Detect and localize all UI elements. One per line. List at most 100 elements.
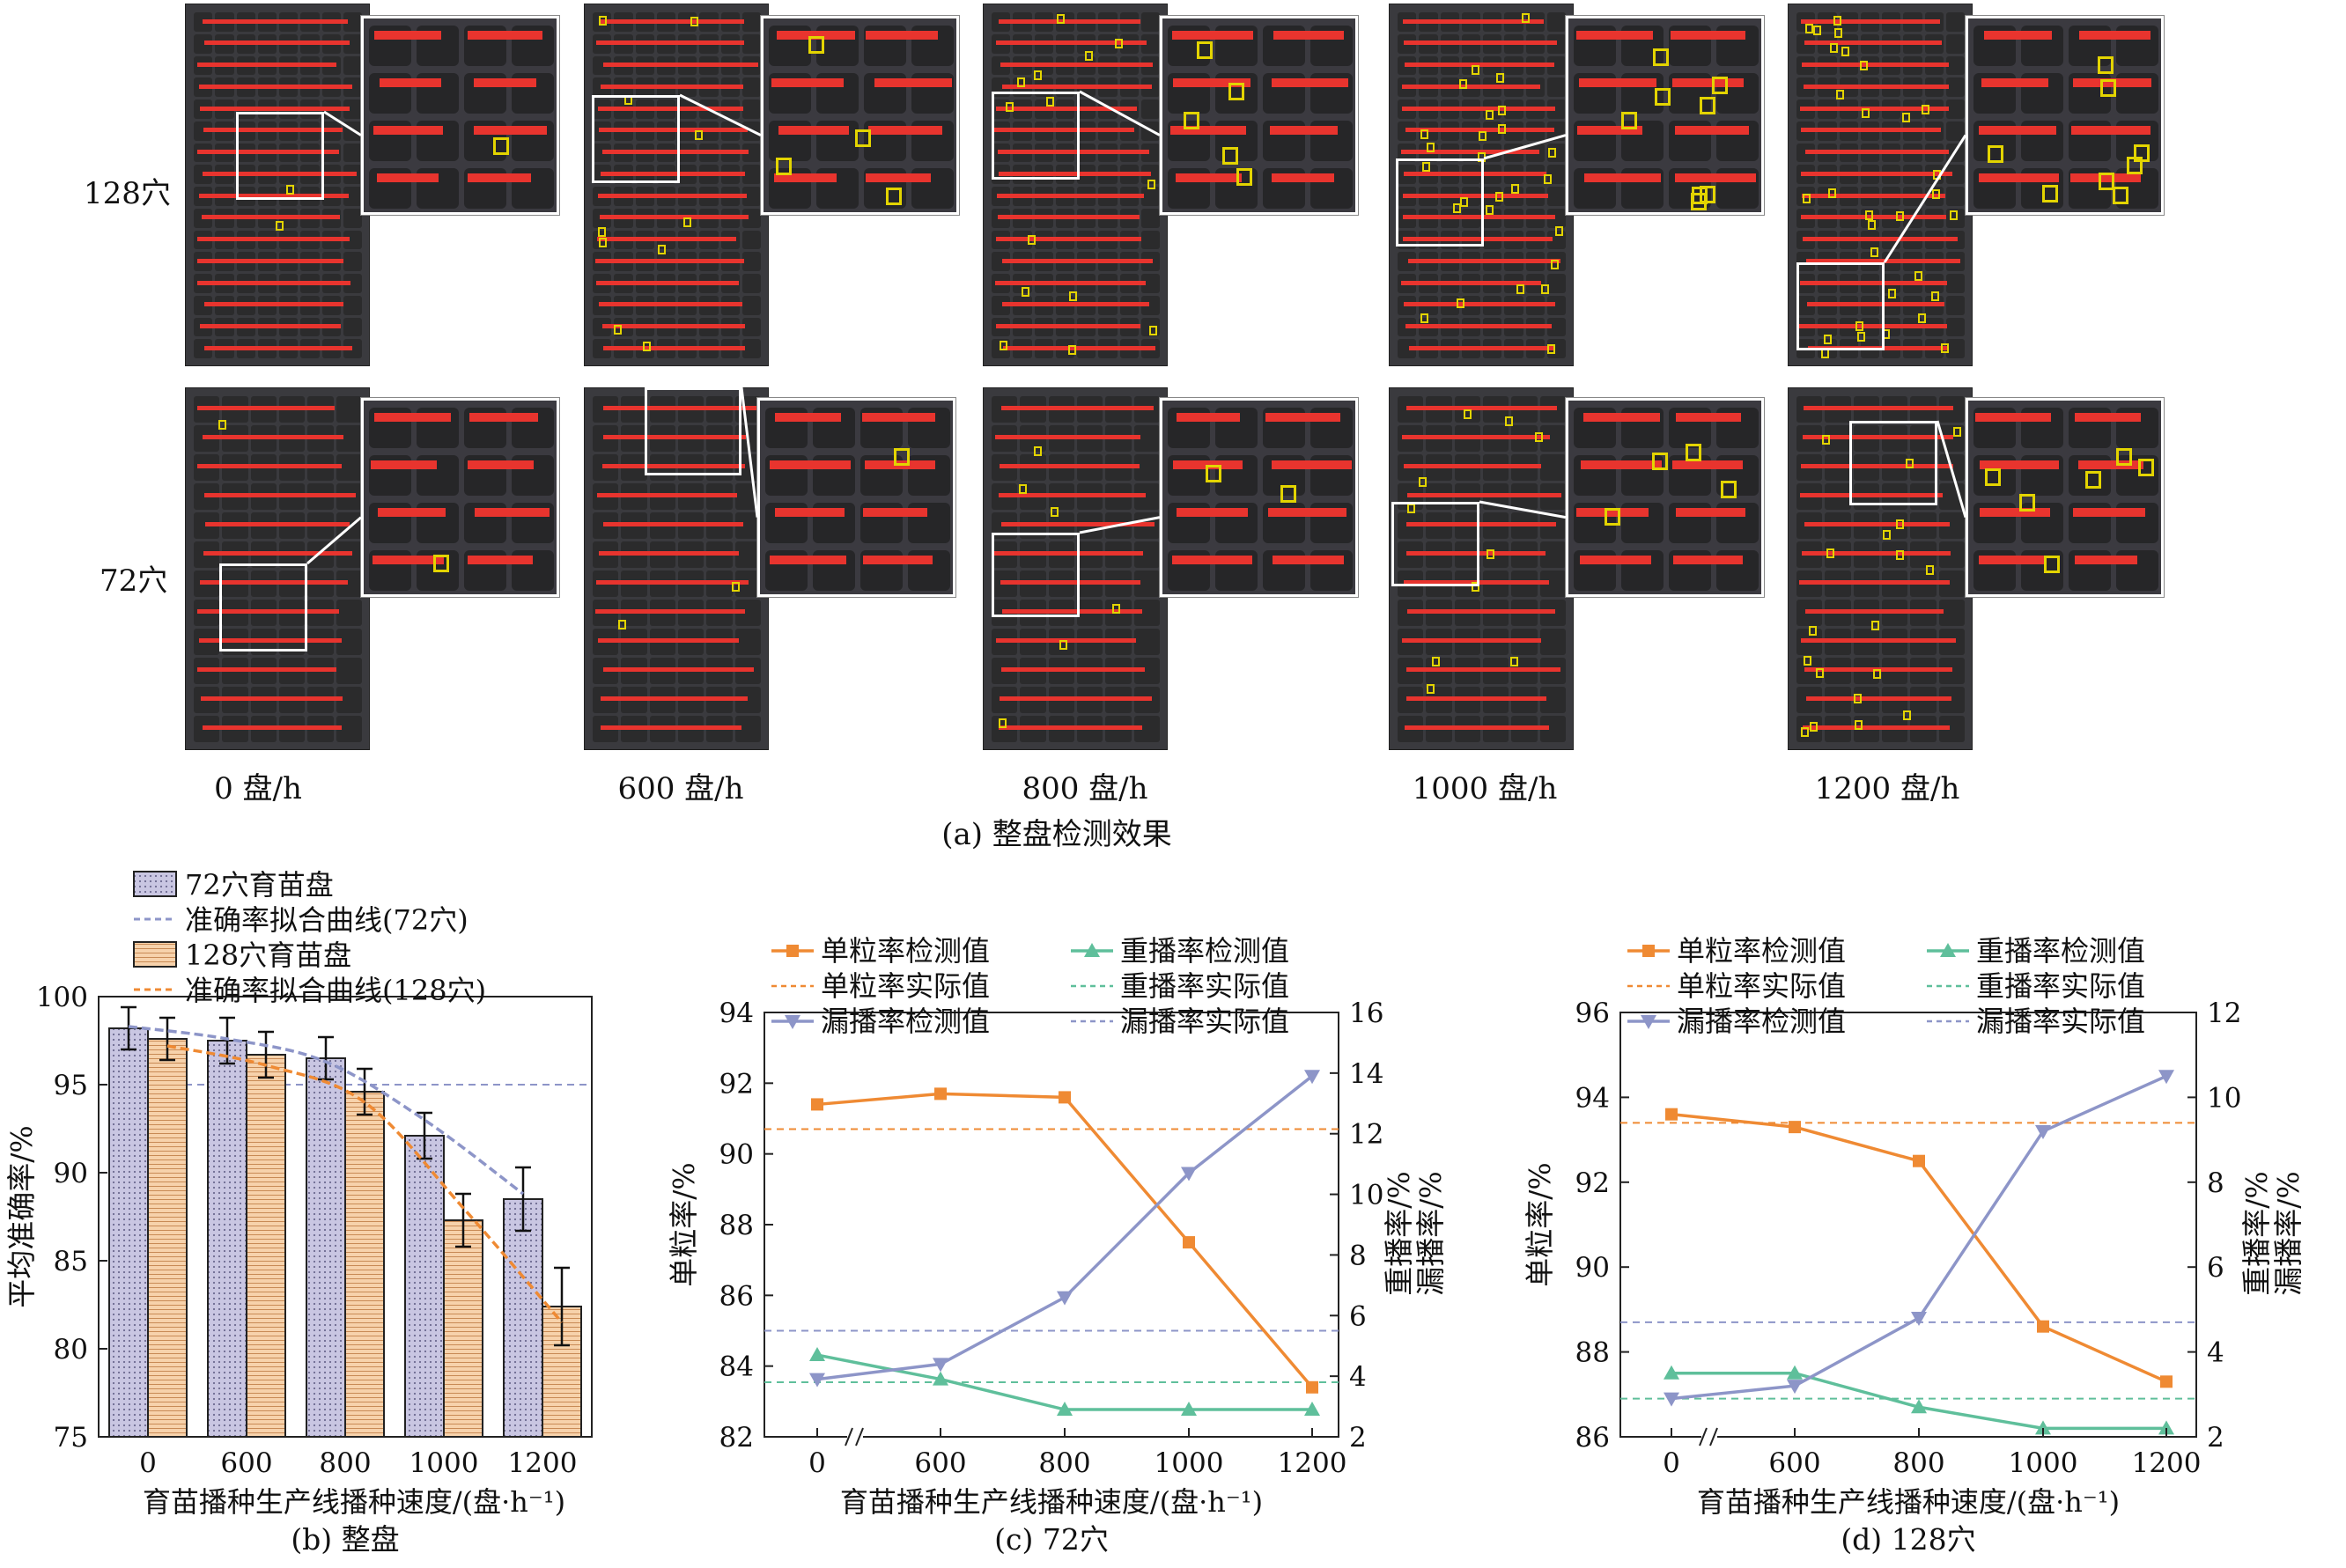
y-right-tick-label: 16 (1349, 997, 1383, 1029)
data-point (2037, 1320, 2049, 1333)
y-left-tick-label: 90 (719, 1139, 754, 1171)
y-tick-label: 80 (54, 1334, 88, 1366)
zoom-region-box (1396, 158, 1484, 247)
x-tick-label: 800 (1892, 1447, 1944, 1479)
zoomed-inset-image (1566, 16, 1764, 215)
y-right-axis-label: 重播率/% (1382, 1171, 1416, 1295)
legend-label: 重播率实际值 (1976, 969, 2145, 1003)
data-point (2035, 1124, 2051, 1139)
y-left-tick-label: 84 (719, 1351, 754, 1383)
y-left-tick-label: 86 (719, 1280, 754, 1312)
data-point (1913, 1154, 1925, 1167)
x-tick-label: 1000 (1155, 1447, 1224, 1479)
y-right-tick-label: 14 (1349, 1058, 1383, 1090)
y-right-tick-label: 2 (2207, 1422, 2224, 1454)
y-right-tick-label: 10 (2207, 1082, 2241, 1114)
series-line (816, 1074, 1314, 1381)
data-point (1789, 1121, 1801, 1134)
zoom-connector-line (1479, 500, 1567, 519)
x-tick-label: 0 (1663, 1447, 1680, 1479)
x-axis-label: 育苗播种生产线播种速度/(盘·h⁻¹) (840, 1485, 1263, 1519)
zoom-connector-line (1079, 90, 1161, 136)
seedling-tray-image (1788, 387, 1973, 750)
y-tick-label: 100 (36, 982, 88, 1013)
series-line (1671, 1074, 2167, 1401)
y-right-axis-label: 漏播率/% (2271, 1171, 2305, 1295)
y-left-axis-label: 单粒率/% (1523, 1162, 1557, 1286)
seedling-tray-image (983, 4, 1168, 366)
legend-label: 72穴育苗盘 (185, 868, 334, 902)
speed-label-1000: 1000 盘/h (1412, 771, 1558, 806)
caption: (c) 72穴 (994, 1522, 1109, 1557)
legend-label: 漏播率检测值 (821, 1005, 990, 1038)
data-point (2158, 1420, 2174, 1435)
legend-swatch (133, 871, 177, 897)
series-line (1671, 1112, 2167, 1383)
legend-label: 重播率检测值 (1976, 934, 2145, 968)
legend-label: 128穴育苗盘 (185, 939, 351, 972)
zoom-region-box (992, 92, 1080, 180)
y-left-tick-label: 88 (719, 1210, 754, 1241)
bar-128 (147, 1038, 188, 1438)
series-line (816, 1092, 1314, 1388)
zoomed-inset-image (361, 398, 559, 597)
legend-marker (1642, 945, 1655, 957)
y-right-tick-label: 6 (1349, 1300, 1367, 1332)
data-point (2158, 1070, 2174, 1085)
y-left-tick-label: 82 (719, 1422, 754, 1454)
x-tick-label: 1200 (2132, 1447, 2202, 1479)
data-point (1304, 1070, 1320, 1085)
x-tick-label: 600 (914, 1447, 966, 1479)
zoom-region-box (1796, 262, 1885, 350)
legend-marker (1940, 943, 1956, 957)
zoom-connector-line (740, 386, 759, 518)
legend-label: 漏播率实际值 (1976, 1005, 2145, 1038)
bar-72 (108, 1027, 149, 1438)
y-left-tick-label: 96 (1575, 997, 1610, 1029)
bar-128 (344, 1091, 385, 1438)
y-tick-label: 75 (54, 1422, 88, 1454)
zoom-region-box (236, 112, 324, 200)
data-point (1059, 1091, 1071, 1104)
zoom-connector-line (323, 110, 362, 136)
x-tick-label: 0 (139, 1447, 157, 1479)
zoomed-inset-image (1160, 398, 1358, 597)
data-point (1664, 1392, 1679, 1407)
x-tick-label: 1200 (508, 1447, 578, 1479)
zoomed-inset-image (1566, 398, 1764, 597)
legend-marker (786, 945, 799, 957)
y-right-tick-label: 12 (2207, 997, 2241, 1029)
row-label-72: 72穴 (100, 563, 168, 599)
zoom-connector-line (1483, 134, 1567, 160)
zoom-connector-line (1936, 420, 1967, 519)
y-left-tick-label: 88 (1575, 1337, 1610, 1369)
zoom-region-box (1391, 502, 1479, 586)
legend-marker (1641, 1015, 1656, 1029)
data-point (1664, 1365, 1679, 1380)
data-point (1787, 1365, 1803, 1380)
legend-label: 漏播率检测值 (1677, 1005, 1846, 1038)
zoom-connector-line (1079, 516, 1161, 534)
zoomed-inset-image (761, 16, 959, 215)
bar-72 (404, 1135, 445, 1438)
legend-label: 单粒率实际值 (1677, 969, 1846, 1003)
x-tick-label: 800 (1038, 1447, 1090, 1479)
zoom-region-box (1849, 421, 1937, 505)
y-right-tick-label: 8 (1349, 1240, 1367, 1271)
y-left-tick-label: 94 (719, 997, 754, 1029)
speed-label-600: 600 盘/h (617, 771, 744, 806)
data-point (1057, 1291, 1073, 1306)
x-tick-label: 800 (319, 1447, 371, 1479)
zoom-region-box (219, 563, 307, 651)
data-point (1181, 1167, 1197, 1182)
data-point (933, 1358, 948, 1373)
data-point (934, 1087, 947, 1101)
legend-label: 准确率拟合曲线(72穴) (185, 903, 468, 937)
y-right-tick-label: 10 (1349, 1180, 1383, 1211)
x-tick-label: 600 (1768, 1447, 1820, 1479)
zoomed-inset-image (361, 16, 559, 215)
plot-frame (764, 1012, 1339, 1438)
y-left-axis-label: 单粒率/% (667, 1162, 701, 1286)
zoom-connector-line (679, 93, 762, 136)
